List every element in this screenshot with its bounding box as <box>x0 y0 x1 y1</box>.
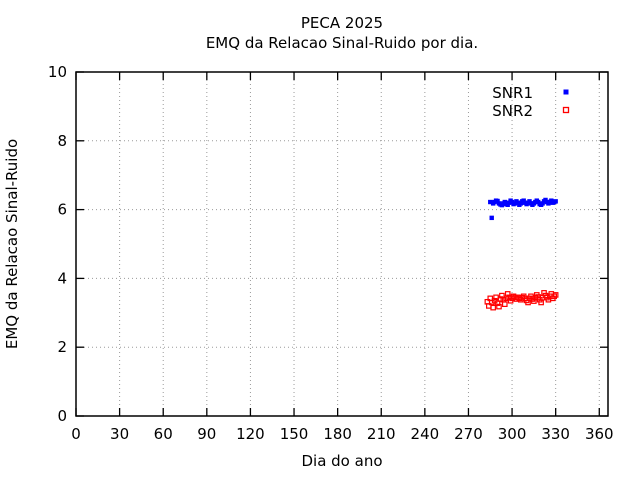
axis-tick-labels: 0 30 60 90 120 150 180 210 240 270 300 330 360 0 2 4 6 8 1… <box>48 63 614 443</box>
data-point-snr2 <box>504 291 511 297</box>
legend-marker-snr2 <box>562 106 570 114</box>
data-point-snr1 <box>489 215 494 221</box>
x-tick-label: 150 <box>280 425 309 443</box>
x-tick-label: 330 <box>541 425 570 443</box>
legend-label-snr2: SNR2 <box>492 102 533 120</box>
x-tick-label: 0 <box>71 425 81 443</box>
grid-lines <box>76 72 608 416</box>
x-tick-label: 360 <box>585 425 614 443</box>
x-tick-label: 120 <box>236 425 265 443</box>
y-tick-label: 2 <box>57 338 67 356</box>
data-point-snr2 <box>501 301 508 308</box>
y-tick-label: 8 <box>57 132 67 150</box>
data-point-snr2 <box>496 303 502 310</box>
x-tick-label: 180 <box>323 425 352 443</box>
data-point-snr2 <box>494 300 501 306</box>
x-axis-label: Dia do ano <box>301 452 382 470</box>
y-tick-label: 0 <box>57 407 67 425</box>
data-point-snr2 <box>497 296 504 302</box>
legend-label-snr1: SNR1 <box>492 84 533 102</box>
x-tick-label: 30 <box>110 425 129 443</box>
x-tick-label: 240 <box>411 425 440 443</box>
chart-subtitle: EMQ da Relacao Sinal-Ruido por dia. <box>206 34 478 52</box>
legend: SNR1 SNR2 <box>492 84 570 120</box>
x-tick-label: 90 <box>197 425 216 443</box>
series-snr2 <box>484 290 559 311</box>
data-point-snr2 <box>552 292 559 298</box>
y-axis-label: EMQ da Relacao Sinal-Ruido <box>3 139 21 349</box>
x-tick-label: 270 <box>454 425 483 443</box>
data-points <box>484 197 559 311</box>
x-tick-label: 210 <box>367 425 396 443</box>
series-snr1 <box>488 197 558 221</box>
data-point-snr1 <box>495 198 500 204</box>
data-point-snr1 <box>488 199 493 205</box>
y-tick-label: 10 <box>48 63 67 81</box>
data-point-snr1 <box>553 199 558 204</box>
chart-title: PECA 2025 <box>301 14 383 32</box>
y-tick-label: 6 <box>57 201 67 219</box>
legend-marker-snr1 <box>563 89 569 95</box>
y-tick-label: 4 <box>57 269 67 287</box>
data-point-snr2 <box>531 298 537 304</box>
x-tick-label: 60 <box>154 425 173 443</box>
plot-border <box>75 71 609 417</box>
x-tick-label: 300 <box>498 425 527 443</box>
data-point-snr2 <box>551 293 558 300</box>
axis-ticks <box>75 71 608 417</box>
data-point-snr2 <box>490 304 496 311</box>
